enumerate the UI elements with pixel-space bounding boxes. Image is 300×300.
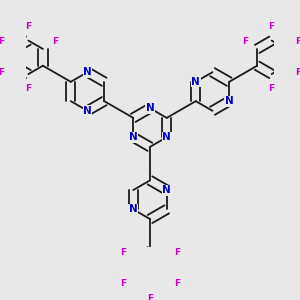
Text: N: N — [83, 106, 92, 116]
Text: N: N — [225, 96, 234, 106]
Text: F: F — [25, 22, 32, 31]
Text: F: F — [174, 279, 180, 288]
Text: N: N — [162, 185, 171, 195]
Text: N: N — [146, 103, 154, 113]
Text: N: N — [162, 132, 171, 142]
Text: F: F — [120, 279, 126, 288]
Text: F: F — [295, 68, 300, 77]
Text: N: N — [129, 132, 138, 142]
Text: F: F — [174, 248, 180, 257]
Text: F: F — [120, 248, 126, 257]
Text: F: F — [242, 38, 248, 46]
Text: F: F — [295, 38, 300, 46]
Text: F: F — [268, 84, 275, 93]
Text: N: N — [83, 67, 92, 77]
Text: F: F — [52, 38, 58, 46]
Text: F: F — [0, 38, 5, 46]
Text: N: N — [191, 77, 200, 87]
Text: N: N — [129, 204, 138, 214]
Text: F: F — [268, 22, 275, 31]
Text: F: F — [147, 294, 153, 300]
Text: F: F — [0, 68, 5, 77]
Text: F: F — [25, 84, 32, 93]
